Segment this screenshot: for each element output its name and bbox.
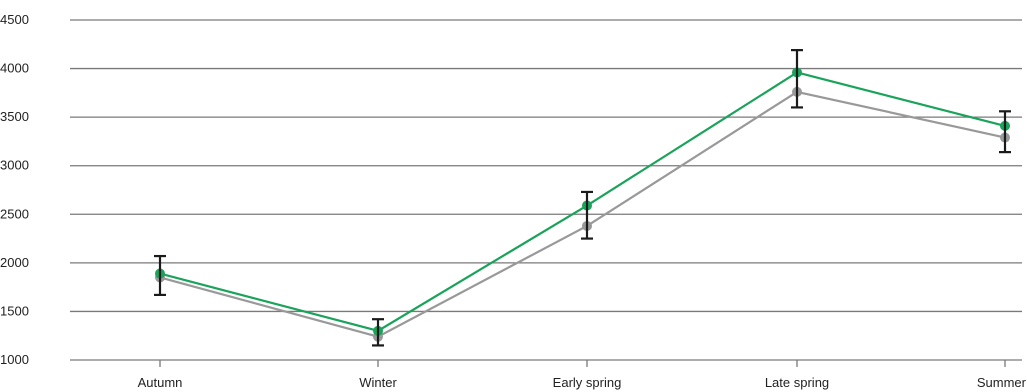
x-tick-label: Late spring: [765, 375, 829, 390]
y-tick-label: 2000: [0, 255, 29, 270]
y-tick-label: 4000: [0, 61, 29, 76]
grid-lines: [70, 19, 1022, 361]
error-bar: [791, 49, 803, 109]
error-bar: [581, 190, 593, 240]
x-axis-ticks: [159, 360, 1006, 367]
error-bars: [154, 49, 1011, 347]
x-tick-label: Early spring: [553, 375, 622, 390]
x-axis-tick-labels: Autumn Winter Early spring Late spring Summe…: [138, 375, 1027, 390]
y-tick-label: 1000: [0, 352, 29, 367]
y-tick-label: 2500: [0, 206, 29, 221]
error-bar: [154, 254, 166, 297]
x-tick-label: Autumn: [138, 375, 183, 390]
y-tick-label: 3500: [0, 109, 29, 124]
series-points: [155, 67, 1010, 342]
y-tick-label: 4500: [0, 12, 29, 27]
series-line-0: [159, 71, 1006, 333]
x-tick-label: Winter: [359, 375, 397, 390]
y-tick-label: 1500: [0, 303, 29, 318]
y-tick-label: 3000: [0, 158, 29, 173]
y-axis-tick-labels: 1000 1500 2000 2500 3000 3500 4000 4500: [0, 12, 29, 367]
x-tick-label: Summer: [977, 375, 1027, 390]
error-bar: [372, 318, 384, 347]
error-bar: [999, 110, 1011, 154]
